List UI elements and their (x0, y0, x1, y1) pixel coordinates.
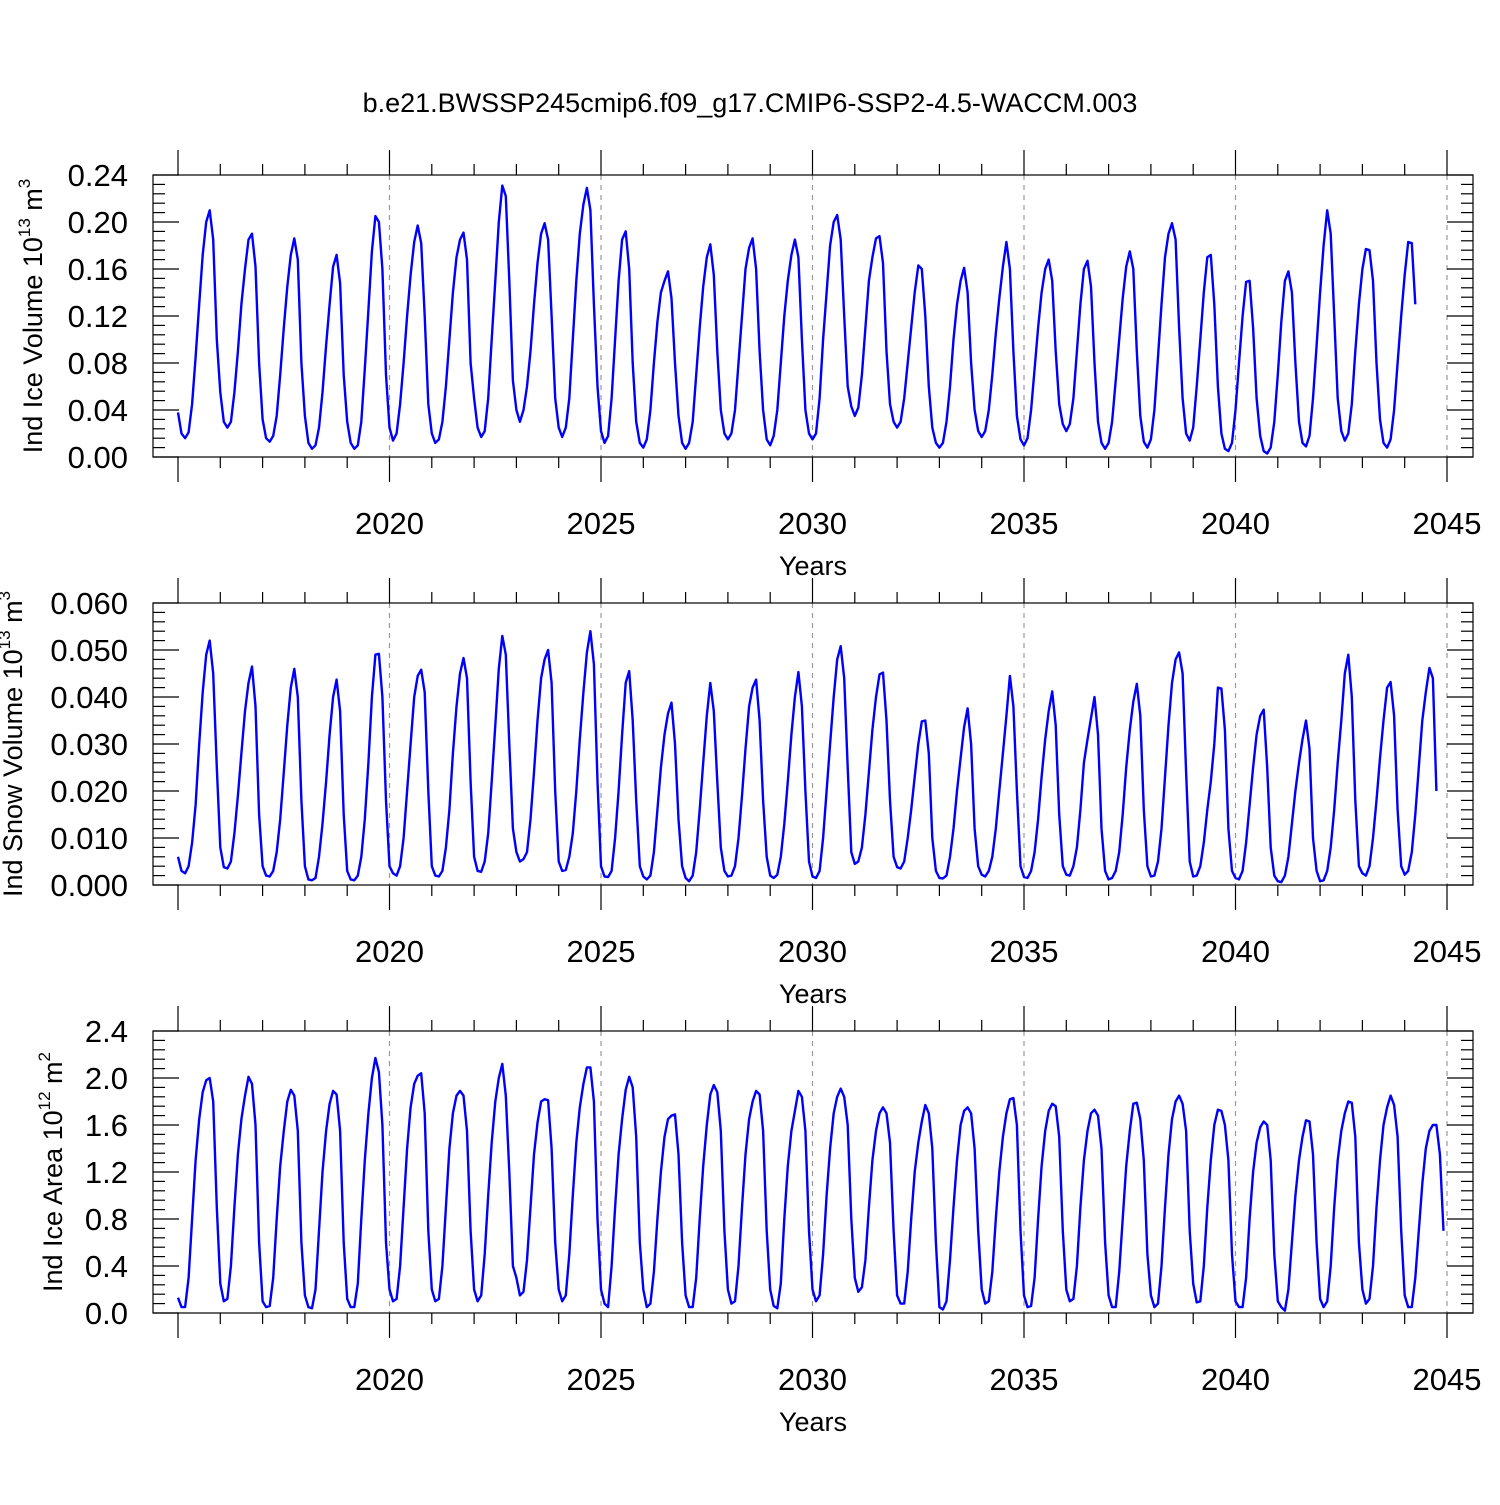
x-tick-label: 2035 (990, 506, 1059, 541)
y-tick-label: 0.8 (85, 1202, 128, 1237)
series-line-1 (176, 184, 1417, 455)
y-tick-label: 0.00 (68, 440, 128, 475)
x-axis-label: Years (779, 1407, 847, 1437)
x-tick-label: 2030 (778, 934, 847, 969)
x-tick-label: 2035 (990, 934, 1059, 969)
y-tick-label: 2.4 (85, 1014, 128, 1049)
panel-2: 0.000 0.010 0.020 0.030 0.040 0.050 0.060 2020 2… (0, 578, 1481, 1009)
y-axis-label-unit: m (0, 600, 28, 630)
x-tick-label: 2030 (778, 1362, 847, 1397)
x-axis-label: Years (779, 979, 847, 1009)
y-tick-label: 0.040 (50, 680, 128, 715)
y-tick-label: 0.08 (68, 346, 128, 381)
x-tick-label: 2020 (355, 506, 424, 541)
y-tick-label: 0.04 (68, 393, 128, 428)
y-tick-label: 0.12 (68, 299, 128, 334)
y-axis-label-exponent: 12 (35, 1091, 54, 1110)
y-tick-label: 1.6 (85, 1108, 128, 1143)
y-axis-label-unit-exponent: 3 (15, 179, 34, 188)
x-axis-label: Years (779, 551, 847, 581)
x-tick-label: 2020 (355, 1362, 424, 1397)
y-tick-label: 0.030 (50, 727, 128, 762)
y-axis-label-text: Ind Snow Volume 10 (0, 649, 28, 897)
x-tick-label: 2040 (1201, 1362, 1270, 1397)
y-axis-label-exponent: 13 (0, 630, 14, 649)
y-tick-label: 0.050 (50, 633, 128, 668)
y-tick-label: 0.24 (68, 158, 128, 193)
chart-title: b.e21.BWSSP245cmip6.f09_g17.CMIP6-SSP2-4… (363, 88, 1138, 118)
x-tick-label: 2025 (567, 1362, 636, 1397)
y-axis-label-text: Ind Ice Area 10 (38, 1110, 68, 1292)
y-tick-label: 0.4 (85, 1249, 128, 1284)
y-tick-label: 0.000 (50, 868, 128, 903)
series-line-2 (176, 630, 1438, 884)
y-tick-label: 0.16 (68, 252, 128, 287)
y-tick-label: 0.010 (50, 821, 128, 856)
y-tick-label: 0.020 (50, 774, 128, 809)
series-line-3 (176, 1056, 1445, 1312)
panel-3: 0.0 0.4 0.8 1.2 1.6 2.0 2.4 2020 2025 2030 2035 204… (35, 1006, 1481, 1437)
x-tick-label: 2035 (990, 1362, 1059, 1397)
x-tick-label: 2040 (1201, 934, 1270, 969)
y-tick-label: 0.20 (68, 205, 128, 240)
y-axis-label: Ind Ice Area 1012 m2 (35, 1052, 68, 1292)
x-tick-label: 2045 (1413, 1362, 1482, 1397)
y-axis-label-text: Ind Ice Volume 10 (18, 237, 48, 453)
y-axis-label-unit: m (18, 188, 48, 218)
y-tick-label: 1.2 (85, 1155, 128, 1190)
y-axis-label-unit-exponent: 2 (35, 1052, 54, 1061)
y-axis-label-unit-exponent: 3 (0, 591, 14, 600)
y-tick-label: 0.060 (50, 586, 128, 621)
y-axis-label-exponent: 13 (15, 218, 34, 237)
y-axis-label: Ind Ice Volume 1013 m3 (15, 179, 48, 454)
y-axis-label: Ind Snow Volume 1013 m3 (0, 591, 28, 897)
x-tick-label: 2040 (1201, 506, 1270, 541)
x-tick-label: 2045 (1413, 934, 1482, 969)
y-tick-label: 2.0 (85, 1061, 128, 1096)
x-tick-label: 2045 (1413, 506, 1482, 541)
y-axis-label-unit: m (38, 1061, 68, 1091)
x-tick-label: 2025 (567, 506, 636, 541)
x-tick-label: 2025 (567, 934, 636, 969)
y-tick-label: 0.0 (85, 1296, 128, 1331)
panel-1: 0.00 0.04 0.08 0.12 0.16 0.20 0.24 2020 2025 2030… (15, 150, 1481, 581)
x-tick-label: 2020 (355, 934, 424, 969)
x-tick-label: 2030 (778, 506, 847, 541)
